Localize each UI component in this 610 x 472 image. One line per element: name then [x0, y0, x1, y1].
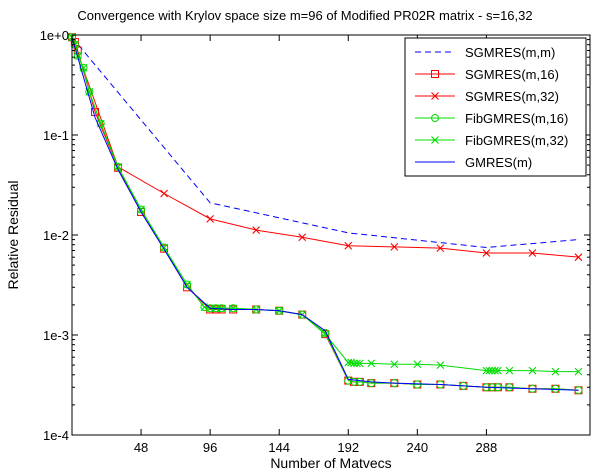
x-tick-label: 288 [476, 440, 498, 455]
y-axis-label: Relative Residual [5, 181, 21, 290]
y-tick-label: 1e-1 [43, 128, 69, 143]
x-axis-label: Number of Matvecs [270, 455, 391, 471]
legend-label: SGMRES(m,16) [465, 67, 559, 82]
y-tick-label: 1e-3 [43, 328, 69, 343]
legend: SGMRES(m,m) SGMRES(m,16) SGMRES(m,32) FibGM… [405, 38, 586, 176]
legend-label: FibGMRES(m,32) [465, 133, 568, 148]
legend-label: GMRES(m) [465, 155, 532, 170]
y-tick-label: 1e+0 [40, 28, 69, 43]
y-tick-label: 1e-4 [43, 428, 69, 443]
legend-label: SGMRES(m,32) [465, 89, 559, 104]
legend-label: SGMRES(m,m) [465, 45, 555, 60]
chart-title: Convergence with Krylov space size m=96 … [77, 8, 532, 23]
x-tick-label: 96 [203, 440, 217, 455]
legend-label: FibGMRES(m,16) [465, 111, 568, 126]
x-tick-label: 144 [268, 440, 290, 455]
x-tick-label: 192 [337, 440, 359, 455]
x-tick-label: 240 [406, 440, 428, 455]
y-tick-label: 1e-2 [43, 228, 69, 243]
x-tick-label: 48 [134, 440, 148, 455]
